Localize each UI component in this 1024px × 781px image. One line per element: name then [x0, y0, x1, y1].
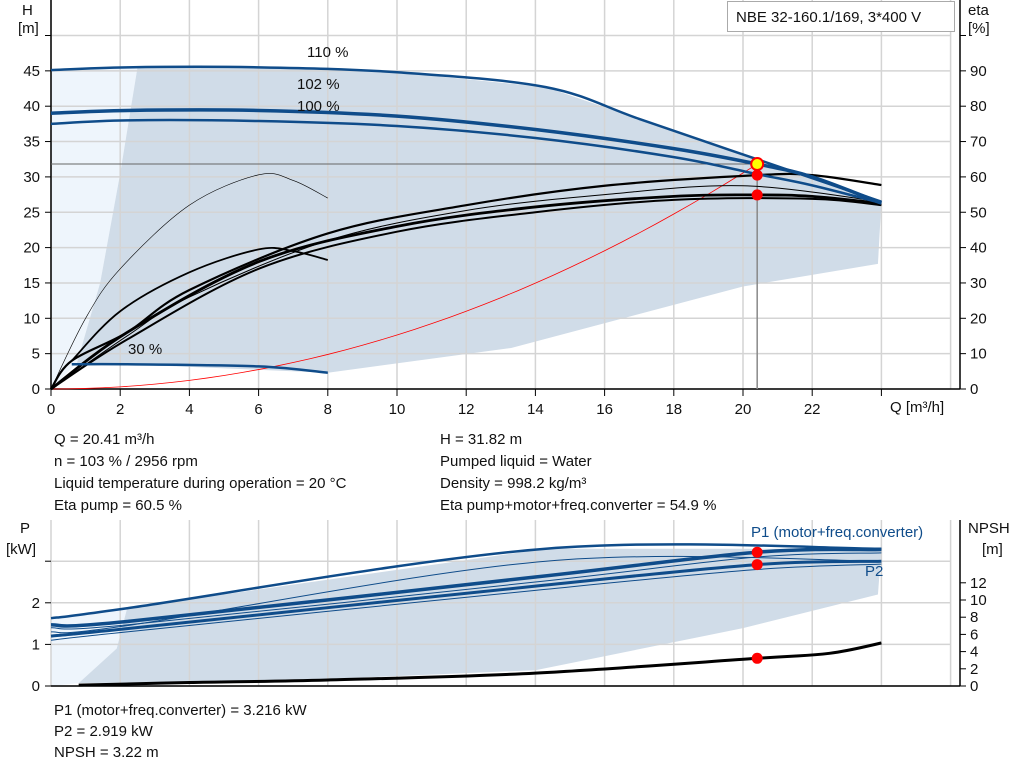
- h-tick-label: 40: [23, 98, 40, 115]
- h-tick-label: 10: [23, 310, 40, 327]
- power-curve: [50, 563, 882, 641]
- head-curve: [71, 362, 328, 374]
- npsh-tick-label: 6: [970, 626, 978, 643]
- eta-curve: [71, 247, 329, 362]
- p1-series-label: P1 (motor+freq.converter): [751, 524, 924, 541]
- power-curve: [50, 559, 882, 638]
- power-curve: [50, 547, 882, 628]
- h-axis-label: H: [22, 2, 33, 19]
- h-axis-unit: [m]: [18, 20, 39, 37]
- curve-label-30: 30 %: [128, 341, 163, 358]
- eta-tick-label: 0: [970, 381, 978, 398]
- readout-density: Density = 998.2 kg/m³: [440, 475, 587, 492]
- operating-region-power: [78, 548, 882, 684]
- q-axis-label: Q [m³/h]: [890, 399, 945, 416]
- p2-series-label: P2: [865, 563, 884, 580]
- h-tick-label: 15: [23, 275, 40, 292]
- eta-tick-label: 30: [970, 275, 987, 292]
- npsh-tick-label: 8: [970, 609, 978, 626]
- curve-label-110: 110 %: [307, 44, 349, 61]
- readout-q: Q = 20.41 m³/h: [54, 431, 155, 448]
- eta-pump-marker: [751, 169, 763, 181]
- h-tick-label: 20: [23, 240, 40, 257]
- power-curve: [50, 552, 882, 630]
- eta-axis-unit: [%]: [968, 20, 990, 37]
- p2-marker: [751, 559, 763, 571]
- light-region: [51, 67, 138, 389]
- power-curve: [50, 555, 882, 634]
- eta-tick-label: 70: [970, 134, 987, 151]
- h-tick-label: 30: [23, 169, 40, 186]
- npsh-tick-label: 0: [970, 678, 978, 695]
- npsh-tick-label: 12: [970, 575, 987, 592]
- eta-curve: [50, 197, 882, 390]
- head-curve: [50, 118, 882, 205]
- head-curve: [50, 108, 883, 205]
- npsh-curve: [78, 641, 882, 687]
- operating-region: [76, 67, 882, 373]
- readout-temp: Liquid temperature during operation = 20…: [54, 475, 347, 492]
- readout-eta-total: Eta pump+motor+freq.converter = 54.9 %: [440, 497, 717, 514]
- eta-total-marker: [751, 189, 763, 201]
- x-tick-label: 0: [47, 401, 55, 418]
- eta-curve: [50, 173, 328, 390]
- p-tick-label: 2: [32, 595, 40, 612]
- head-curve: [50, 65, 882, 203]
- system-curve: [50, 163, 758, 390]
- h-tick-label: 0: [32, 381, 40, 398]
- x-tick-label: 20: [735, 401, 752, 418]
- readout-npsh: NPSH = 3.22 m: [54, 744, 159, 761]
- readout-p1: P1 (motor+freq.converter) = 3.216 kW: [54, 702, 307, 719]
- readout-p2: P2 = 2.919 kW: [54, 723, 153, 740]
- operating-point-marker: [750, 157, 765, 172]
- x-tick-label: 2: [116, 401, 124, 418]
- npsh-axis-label: NPSH: [968, 520, 1010, 537]
- h-tick-label: 5: [32, 346, 40, 363]
- npsh-tick-label: 4: [970, 644, 978, 661]
- readout-n: n = 103 % / 2956 rpm: [54, 453, 198, 470]
- h-tick-label: 45: [23, 63, 40, 80]
- eta-tick-label: 50: [970, 204, 987, 221]
- x-tick-label: 14: [527, 401, 544, 418]
- readout-liquid: Pumped liquid = Water: [440, 453, 592, 470]
- eta-tick-label: 80: [970, 98, 987, 115]
- npsh-tick-label: 2: [970, 661, 978, 678]
- pump-title: NBE 32-160.1/169, 3*400 V: [727, 1, 955, 32]
- p-tick-label: 0: [32, 678, 40, 695]
- x-tick-label: 18: [665, 401, 682, 418]
- x-tick-label: 12: [458, 401, 475, 418]
- x-tick-label: 16: [596, 401, 613, 418]
- eta-tick-label: 20: [970, 310, 987, 327]
- h-tick-label: 25: [23, 204, 40, 221]
- eta-axis-label: eta: [968, 2, 989, 19]
- p-axis-unit: [kW]: [6, 541, 36, 558]
- readout-h: H = 31.82 m: [440, 431, 523, 448]
- npsh-tick-label: 10: [970, 592, 987, 609]
- p1-marker: [751, 546, 763, 558]
- eta-tick-label: 60: [970, 169, 987, 186]
- light-region-power: [51, 608, 128, 686]
- x-tick-label: 4: [185, 401, 193, 418]
- curve-label-100: 100 %: [297, 98, 340, 115]
- h-tick-label: 35: [23, 134, 40, 151]
- curve-label-102: 102 %: [297, 76, 340, 93]
- readout-eta-pump: Eta pump = 60.5 %: [54, 497, 182, 514]
- eta-tick-label: 10: [970, 346, 987, 363]
- x-tick-label: 8: [324, 401, 332, 418]
- x-tick-label: 22: [804, 401, 821, 418]
- p-axis-label: P: [20, 520, 31, 537]
- npsh-axis-unit: [m]: [982, 541, 1003, 558]
- x-tick-label: 6: [254, 401, 262, 418]
- p-tick-label: 1: [32, 636, 40, 653]
- npsh-marker: [751, 652, 763, 664]
- eta-tick-label: 40: [970, 240, 987, 257]
- eta-tick-label: 90: [970, 63, 987, 80]
- x-tick-label: 10: [389, 401, 406, 418]
- eta-curve: [50, 193, 882, 391]
- eta-curve: [50, 185, 882, 390]
- power-curve: [50, 543, 882, 620]
